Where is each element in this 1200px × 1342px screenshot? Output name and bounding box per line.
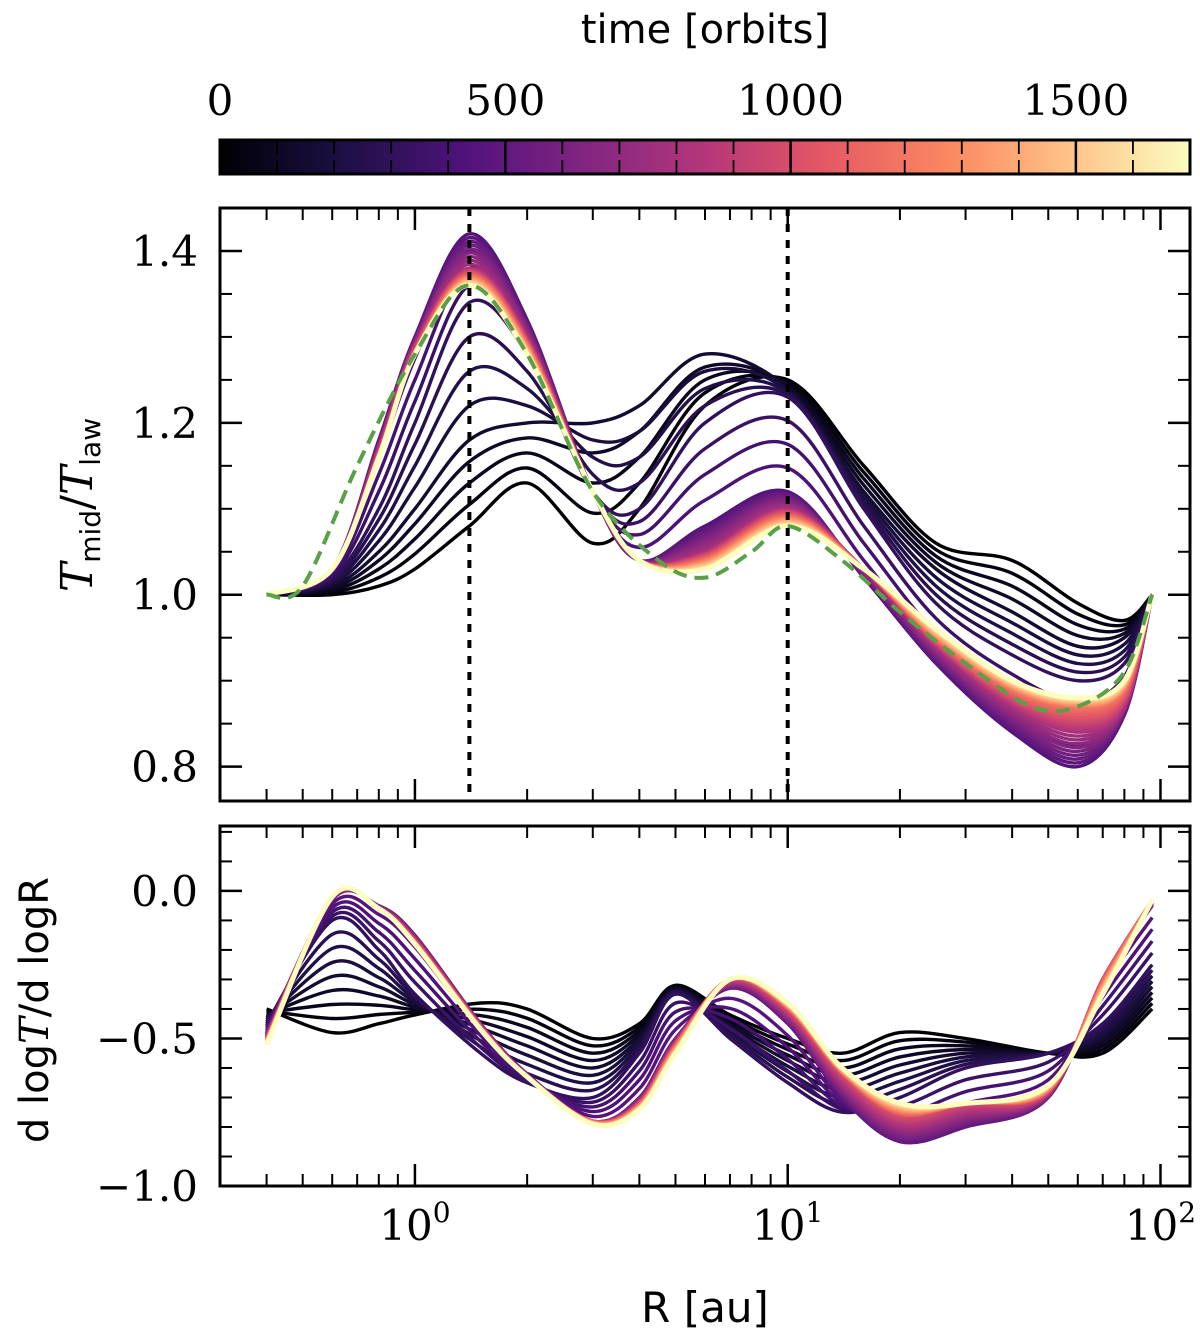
- colorbar-tick-label: 0: [207, 76, 234, 125]
- colorbar-tick-labels: 0 500 1000 1500: [207, 76, 1130, 125]
- top-ylabel: Tmid/Tlaw: [52, 418, 107, 592]
- top-series-line: [265, 251, 1154, 750]
- colorbar: time [orbits] 0 500 1000 1500: [207, 7, 1192, 176]
- bottom-series-line: [265, 900, 1154, 1126]
- x-tick-label-base: 10: [379, 1201, 432, 1250]
- bottom-xlabel: R [au]: [641, 1283, 769, 1332]
- x-tick-label: 100: [379, 1196, 450, 1250]
- y-tick-label: −0.5: [96, 1014, 198, 1063]
- top-panel: 0.81.01.21.4 Tmid/Tlaw: [52, 206, 1192, 803]
- x-tick-label-base: 10: [752, 1201, 805, 1250]
- top-series-line: [266, 298, 1154, 683]
- reference-curve: [266, 283, 1155, 714]
- top-ylabel-sub2: law: [74, 418, 107, 466]
- x-tick-label-exponent: 0: [433, 1196, 451, 1229]
- top-series-line-final: [265, 282, 1155, 701]
- x-tick-label-exponent: 1: [806, 1196, 824, 1229]
- bottom-ylabel-rest: /d logR: [12, 877, 58, 1017]
- y-tick-label: −1.0: [96, 1162, 198, 1211]
- top-series-line: [266, 352, 1154, 650]
- bottom-series-line: [265, 910, 1154, 1114]
- top-series-line: [266, 331, 1154, 675]
- y-tick-label: 1.4: [131, 227, 198, 276]
- y-tick-label: 0.8: [131, 743, 198, 792]
- top-ylabel-slash: /: [52, 495, 103, 510]
- top-series-line: [266, 374, 1154, 623]
- bottom-panel-ticks: [219, 826, 1190, 1188]
- bottom-series-line: [265, 916, 1154, 1115]
- top-series-line: [266, 282, 1154, 704]
- top-series-line: [265, 262, 1154, 738]
- y-tick-label: 1.0: [131, 571, 198, 620]
- top-series-line: [266, 373, 1154, 628]
- top-series-line: [265, 247, 1154, 754]
- bottom-panel-xtick-labels: 100 101 102: [379, 1196, 1196, 1250]
- colorbar-gradient: [218, 138, 1192, 176]
- bottom-series-line: [265, 905, 1154, 1118]
- top-series-line: [265, 258, 1154, 742]
- x-tick-label-base: 10: [1125, 1201, 1178, 1250]
- bottom-panel-curves: [264, 885, 1155, 1145]
- bottom-ylabel-d: d log: [12, 1044, 58, 1143]
- bottom-panel-ytick-labels: −1.0 −0.5 0.0: [96, 867, 198, 1211]
- y-tick-label: 1.2: [131, 399, 198, 448]
- top-ylabel-T2: T: [52, 462, 103, 495]
- top-ylabel-sub1: mid: [74, 510, 107, 563]
- bottom-series-line: [265, 944, 1154, 1100]
- top-series-line: [266, 366, 1154, 658]
- bottom-series-line-final: [264, 885, 1155, 1129]
- top-panel-curves: [265, 232, 1155, 769]
- y-tick-label: 0.0: [131, 867, 198, 916]
- top-series-line: [265, 255, 1154, 746]
- x-tick-label-exponent: 2: [1178, 1196, 1196, 1229]
- top-panel-vlines: [467, 208, 790, 801]
- top-panel-ticks: [219, 207, 1190, 801]
- x-tick-label: 101: [752, 1196, 823, 1250]
- bottom-ylabel: d logT/d logR: [12, 877, 58, 1143]
- x-tick-label: 102: [1125, 1196, 1196, 1250]
- top-series-line: [265, 266, 1154, 734]
- colorbar-tick-label: 1000: [737, 76, 844, 125]
- bottom-panel: −1.0−0.50.0 100 101 102 d logT/d logR R [a…: [12, 824, 1196, 1332]
- top-ylabel-T1: T: [52, 559, 103, 592]
- colorbar-ticks: [218, 140, 1191, 174]
- bottom-ylabel-T: T: [12, 1014, 58, 1044]
- colorbar-tick-label: 500: [465, 76, 545, 125]
- colorbar-label: time [orbits]: [581, 7, 829, 53]
- top-series-line: [266, 369, 1154, 634]
- top-panel-reference: [266, 283, 1155, 714]
- top-series-line: [266, 362, 1154, 641]
- colorbar-tick-label: 1500: [1022, 76, 1129, 125]
- top-series-line: [266, 364, 1154, 667]
- top-panel-ytick-labels: 0.8 1.0 1.2 1.4: [131, 227, 198, 792]
